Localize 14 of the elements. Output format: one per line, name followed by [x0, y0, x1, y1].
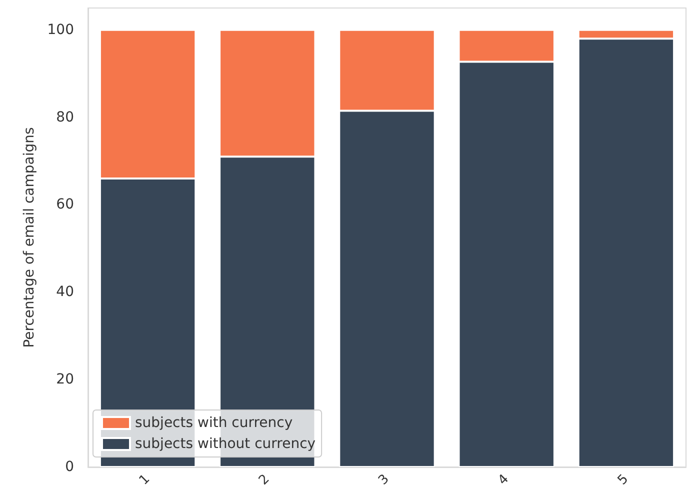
y-tick-label: 60: [56, 196, 74, 213]
y-tick-label: 80: [56, 109, 74, 126]
x-tick-label: 1: [136, 472, 154, 488]
x-tick-label: 3: [376, 472, 392, 488]
y-tick-label: 100: [47, 22, 74, 38]
x-tick-label: 4: [495, 472, 512, 488]
legend-label: subjects with currency: [135, 415, 293, 431]
x-tick-label: 2: [256, 472, 273, 488]
y-tick-label: 40: [56, 284, 74, 300]
y-tick-label: 0: [65, 459, 74, 475]
legend-label: subjects without currency: [135, 436, 316, 452]
y-tick-label: 20: [56, 372, 74, 388]
x-tick-label: 5: [615, 472, 632, 488]
y-axis-title: Percentage of email campaigns: [21, 127, 38, 348]
